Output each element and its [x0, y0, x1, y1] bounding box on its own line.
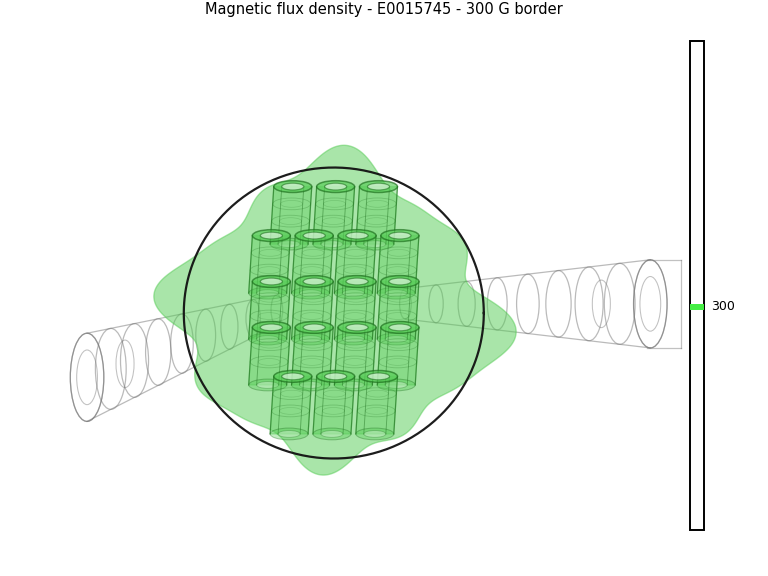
Polygon shape [249, 327, 290, 385]
Ellipse shape [303, 278, 325, 285]
Ellipse shape [274, 181, 312, 192]
Ellipse shape [278, 430, 300, 437]
Ellipse shape [381, 230, 419, 241]
Ellipse shape [316, 370, 355, 382]
Ellipse shape [270, 238, 308, 250]
Polygon shape [270, 376, 312, 434]
Ellipse shape [300, 290, 322, 297]
Ellipse shape [249, 287, 286, 299]
Bar [690, 304, 703, 310]
Ellipse shape [292, 379, 329, 391]
Ellipse shape [377, 287, 415, 299]
Ellipse shape [295, 230, 333, 241]
Ellipse shape [282, 373, 304, 380]
Ellipse shape [325, 373, 346, 380]
Ellipse shape [295, 321, 333, 334]
Ellipse shape [260, 232, 283, 239]
Polygon shape [292, 236, 333, 293]
Ellipse shape [386, 336, 407, 343]
Ellipse shape [300, 336, 322, 343]
Ellipse shape [338, 275, 376, 287]
Ellipse shape [249, 333, 286, 345]
Ellipse shape [334, 333, 372, 345]
Polygon shape [154, 145, 516, 475]
Polygon shape [270, 187, 312, 244]
Ellipse shape [386, 381, 407, 388]
Ellipse shape [343, 336, 364, 343]
Ellipse shape [334, 287, 372, 299]
Polygon shape [334, 327, 376, 385]
Ellipse shape [377, 333, 415, 345]
Ellipse shape [356, 428, 394, 440]
Ellipse shape [359, 181, 398, 192]
Ellipse shape [346, 232, 368, 239]
Ellipse shape [334, 379, 372, 391]
Ellipse shape [343, 290, 364, 297]
Ellipse shape [381, 321, 419, 334]
Ellipse shape [389, 324, 411, 331]
Polygon shape [356, 376, 398, 434]
Ellipse shape [343, 381, 364, 388]
Polygon shape [334, 282, 376, 339]
Ellipse shape [257, 381, 279, 388]
Ellipse shape [253, 230, 290, 241]
Ellipse shape [316, 181, 355, 192]
Ellipse shape [303, 232, 325, 239]
Ellipse shape [253, 321, 290, 334]
Ellipse shape [260, 278, 283, 285]
Polygon shape [334, 236, 376, 293]
Ellipse shape [356, 238, 394, 250]
Polygon shape [292, 282, 333, 339]
Polygon shape [313, 376, 355, 434]
Ellipse shape [367, 183, 389, 190]
Ellipse shape [292, 287, 329, 299]
Ellipse shape [321, 241, 343, 248]
Ellipse shape [367, 373, 389, 380]
Ellipse shape [257, 290, 279, 297]
Ellipse shape [257, 336, 279, 343]
Polygon shape [249, 236, 290, 293]
Polygon shape [377, 327, 419, 385]
Ellipse shape [386, 290, 407, 297]
Ellipse shape [278, 241, 300, 248]
Ellipse shape [282, 183, 304, 190]
Text: Magnetic flux density - E0015745 - 300 G border: Magnetic flux density - E0015745 - 300 G… [205, 2, 563, 17]
Ellipse shape [303, 324, 325, 331]
Ellipse shape [389, 232, 411, 239]
Ellipse shape [381, 275, 419, 287]
Ellipse shape [364, 241, 386, 248]
Ellipse shape [260, 324, 283, 331]
Polygon shape [292, 327, 333, 385]
Polygon shape [249, 282, 290, 339]
Ellipse shape [274, 370, 312, 382]
Ellipse shape [313, 428, 351, 440]
Ellipse shape [389, 278, 411, 285]
Ellipse shape [270, 428, 308, 440]
Ellipse shape [359, 370, 398, 382]
Polygon shape [313, 187, 355, 244]
Ellipse shape [377, 379, 415, 391]
Bar [690, 40, 703, 530]
Ellipse shape [300, 381, 322, 388]
Ellipse shape [346, 324, 368, 331]
Ellipse shape [338, 321, 376, 334]
Ellipse shape [253, 275, 290, 287]
Ellipse shape [292, 333, 329, 345]
Polygon shape [377, 236, 419, 293]
Polygon shape [377, 282, 419, 339]
Text: 300: 300 [711, 301, 735, 313]
Ellipse shape [325, 183, 346, 190]
Ellipse shape [313, 238, 351, 250]
Ellipse shape [249, 379, 286, 391]
Ellipse shape [364, 430, 386, 437]
Ellipse shape [346, 278, 368, 285]
Ellipse shape [338, 230, 376, 241]
Ellipse shape [321, 430, 343, 437]
Polygon shape [356, 187, 398, 244]
Ellipse shape [295, 275, 333, 287]
